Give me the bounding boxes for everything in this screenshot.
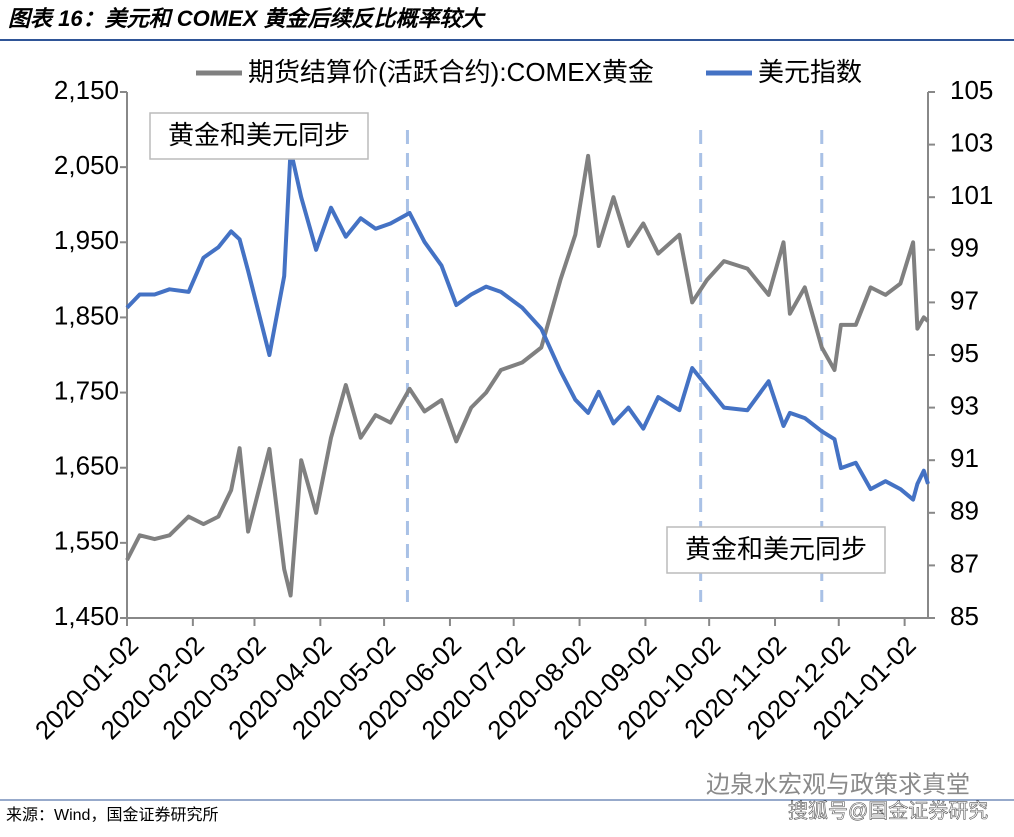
y-tick-label: 2,150: [54, 75, 119, 105]
y2-tick-label: 93: [950, 390, 979, 420]
y-tick-label: 1,850: [54, 300, 119, 330]
watermark: 边泉水宏观与政策求真堂: [706, 771, 970, 798]
y2-tick-label: 91: [950, 443, 979, 473]
legend-label: 期货结算价(活跃合约):COMEX黄金: [248, 57, 654, 87]
y-tick-label: 1,650: [54, 451, 119, 481]
annotation-box: [666, 526, 886, 574]
y2-tick-label: 85: [950, 601, 979, 631]
y2-tick-label: 89: [950, 496, 979, 526]
series-line: [125, 147, 930, 502]
series-line: [125, 153, 930, 598]
y-tick-label: 2,050: [54, 150, 119, 180]
annotation-box: [149, 112, 369, 160]
y2-tick-label: 95: [950, 338, 979, 368]
y2-tick-label: 99: [950, 233, 979, 263]
y2-tick-label: 97: [950, 285, 979, 315]
annotation: 黄金和美元同步: [685, 534, 867, 564]
annotation: 黄金和美元同步: [168, 120, 350, 150]
y2-tick-label: 101: [950, 180, 993, 210]
y2-tick-label: 103: [950, 127, 993, 157]
y-tick-label: 1,950: [54, 225, 119, 255]
y-tick-label: 1,450: [54, 601, 119, 631]
legend-label: 美元指数: [758, 57, 862, 87]
source: 来源：Wind，国金证券研究所: [6, 806, 218, 824]
y-tick-label: 1,550: [54, 526, 119, 556]
y2-tick-label: 105: [950, 75, 993, 105]
y-tick-label: 1,750: [54, 375, 119, 405]
y2-tick-label: 87: [950, 548, 979, 578]
watermark: 搜狐号@国金证券研究: [788, 799, 988, 822]
chart-title: 图表 16：美元和 COMEX 黄金后续反比概率较大: [8, 6, 486, 31]
